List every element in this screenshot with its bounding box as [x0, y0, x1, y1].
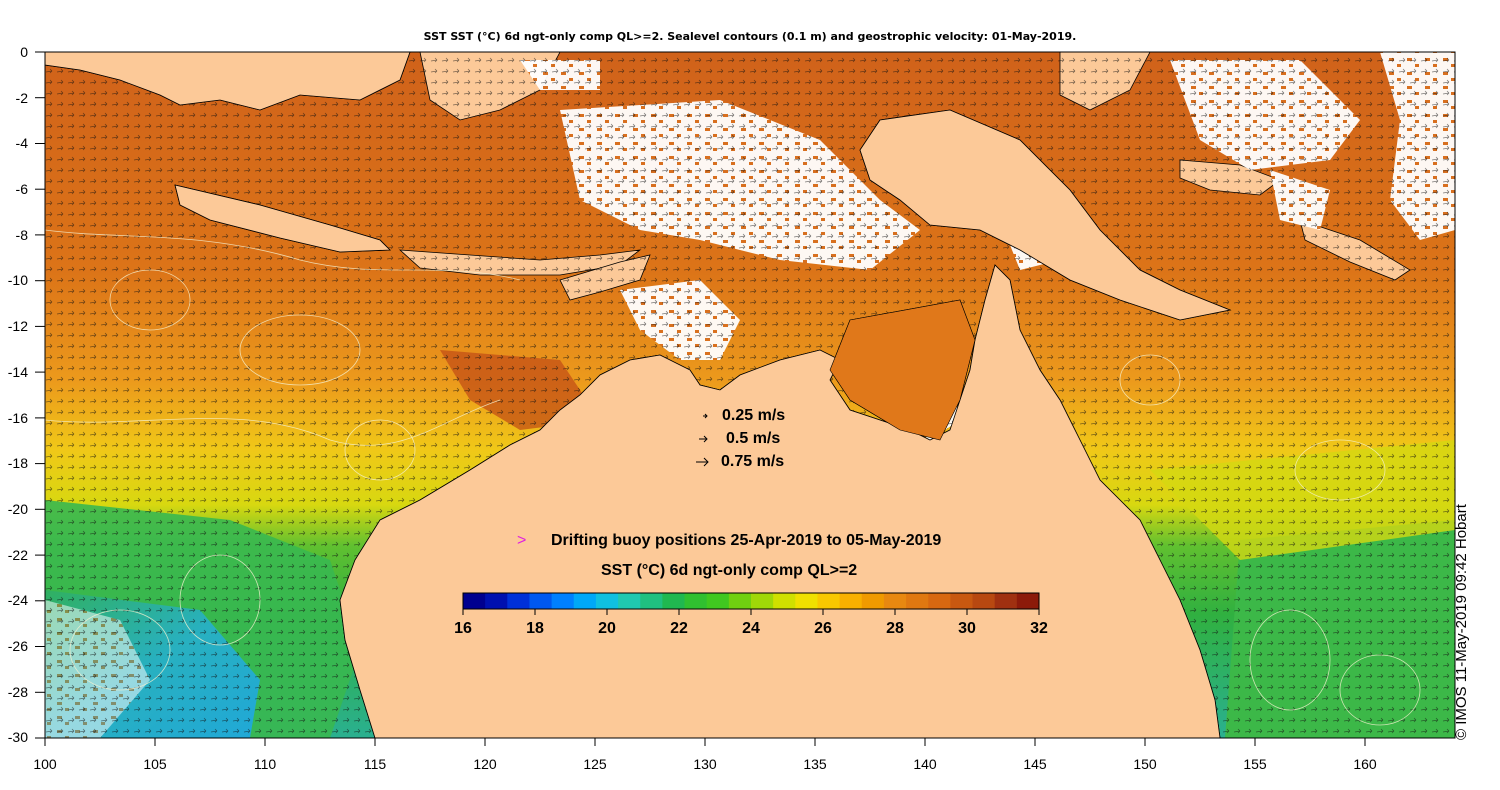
colorbar-swatch — [595, 593, 619, 609]
colorbar-swatch — [751, 593, 774, 609]
x-tick-label: 120 — [473, 756, 497, 772]
y-tick-label: -22 — [7, 547, 28, 563]
map-title: SST SST (°C) 6d ngt-only comp QL>=2. Sea… — [423, 30, 1077, 43]
colorbar-swatch — [728, 593, 752, 609]
y-tick-label: -10 — [7, 272, 28, 288]
y-tick-label: -12 — [7, 318, 28, 334]
gulf-water-mask — [829, 299, 976, 441]
axis-tick-marks — [35, 51, 1366, 746]
velocity-legend-05: 0.5 m/s — [726, 430, 781, 447]
colorbar-swatch — [662, 593, 686, 609]
x-tick-label: 140 — [913, 756, 937, 772]
colorbar-tick-label: 20 — [598, 620, 616, 637]
buoy-marker-icon: > — [517, 532, 527, 549]
y-tick-label: -20 — [7, 501, 28, 517]
buoy-legend-label: Drifting buoy positions 25-Apr-2019 to 0… — [551, 532, 942, 549]
colorbar-swatch — [795, 593, 818, 609]
y-tick-label: -30 — [7, 729, 28, 745]
y-tick-label: -26 — [7, 638, 28, 654]
velocity-legend-025: 0.25 m/s — [722, 407, 786, 424]
x-tick-label: 135 — [803, 756, 827, 772]
colorbar-swatch — [1016, 593, 1040, 609]
colorbar-tick-label: 32 — [1030, 620, 1048, 637]
y-tick-label: -24 — [7, 592, 28, 608]
colorbar-tick-label: 30 — [958, 620, 976, 637]
x-tick-label: 160 — [1353, 756, 1377, 772]
colorbar-swatch — [706, 593, 730, 609]
colorbar-swatch — [529, 593, 553, 609]
credit-label: © IMOS 11-May-2019 09:42 Hobart — [1453, 504, 1470, 740]
x-tick-label: 105 — [143, 756, 167, 772]
colorbar-tick-label: 18 — [526, 620, 544, 637]
colorbar-swatch — [839, 593, 863, 609]
x-tick-label: 110 — [253, 756, 277, 772]
colorbar-tick-label: 26 — [814, 620, 832, 637]
colorbar-swatch — [573, 593, 597, 609]
x-tick-label: 155 — [1243, 756, 1267, 772]
velocity-legend-arrows — [696, 413, 709, 467]
y-tick-label: -28 — [7, 684, 28, 700]
y-tick-label: -16 — [7, 410, 28, 426]
colorbar-swatch — [684, 593, 708, 609]
colorbar-swatch — [928, 593, 951, 609]
y-tick-label: -8 — [15, 227, 28, 243]
y-tick-label: -2 — [15, 90, 28, 106]
colorbar-tick-label: 28 — [886, 620, 904, 637]
x-tick-label: 115 — [363, 756, 387, 772]
y-tick-label: -6 — [15, 181, 28, 197]
colorbar-swatch — [883, 593, 907, 609]
colorbar-swatch — [994, 593, 1018, 609]
colorbar-swatch — [463, 593, 486, 609]
colorbar-swatch — [551, 593, 575, 609]
colorbar-title: SST (°C) 6d ngt-only comp QL>=2 — [601, 562, 858, 579]
colorbar-tick-label: 24 — [742, 620, 760, 637]
colorbar-swatch — [485, 593, 508, 609]
plot-frame — [44, 51, 1456, 739]
velocity-legend-075: 0.75 m/s — [721, 453, 785, 470]
colorbar-swatch — [773, 593, 796, 609]
x-tick-label: 130 — [693, 756, 717, 772]
colorbar-swatch — [861, 593, 885, 609]
y-tick-label: -18 — [7, 455, 28, 471]
sealevel-contours — [44, 229, 1421, 726]
colorbar-swatch — [618, 593, 641, 609]
colorbar-swatch — [817, 593, 841, 609]
y-tick-label: -4 — [15, 135, 28, 151]
colorbar — [463, 593, 1040, 609]
land-mask — [44, 51, 1232, 739]
colorbar-tick-label: 16 — [454, 620, 472, 637]
colorbar-tick-marks — [462, 609, 1040, 615]
y-tick-label: -14 — [7, 364, 28, 380]
colorbar-swatch — [640, 593, 663, 609]
colorbar-swatch — [507, 593, 530, 609]
colorbar-tick-label: 22 — [670, 620, 688, 637]
x-tick-label: 145 — [1023, 756, 1047, 772]
colorbar-swatch — [950, 593, 974, 609]
x-tick-label: 100 — [33, 756, 57, 772]
colorbar-swatch — [906, 593, 929, 609]
y-tick-label: 0 — [20, 44, 28, 60]
x-tick-label: 125 — [583, 756, 607, 772]
colorbar-swatch — [972, 593, 996, 609]
x-tick-label: 150 — [1133, 756, 1157, 772]
